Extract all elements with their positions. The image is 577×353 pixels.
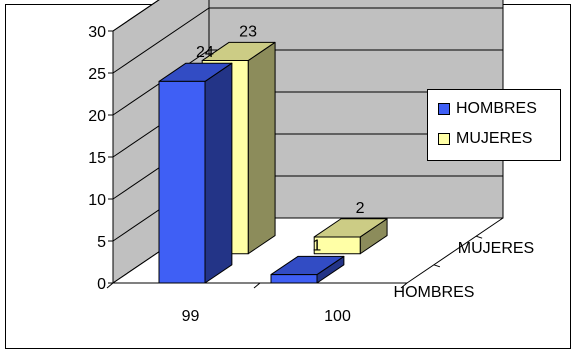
legend-item-mujeres: MUJERES [438,130,532,148]
legend-label-hombres: HOMBRES [456,100,537,117]
depth-label-mujeres: MUJERES [458,240,534,257]
bar-side-hombres-99 [204,62,233,284]
x-tick-2 [400,282,408,289]
y-tick-label-15: 15 [88,150,106,167]
x-tick-1 [253,282,261,289]
legend-label-mujeres: MUJERES [456,130,533,147]
bar-hombres-100 [270,274,318,284]
data-label-mujeres-100: 2 [356,200,365,217]
gridline-25 [112,7,503,74]
legend: HOMBRES MUJERES [427,89,561,161]
gridline-30 [112,0,160,32]
bar-hombres-99 [158,80,206,284]
y-tick-label-0: 0 [97,276,106,293]
data-label-hombres-100: 1 [312,237,321,254]
data-label-mujeres-99: 23 [239,23,257,40]
y-tick-label-25: 25 [88,66,106,83]
depth-tick-1 [433,264,441,268]
legend-item-hombres: HOMBRES [438,100,537,118]
y-tick-label-10: 10 [88,192,106,209]
legend-swatch-hombres [438,103,450,115]
x-tick-label-100: 100 [324,308,351,325]
depth-label-hombres: HOMBRES [394,284,475,301]
y-tick-label-20: 20 [88,108,106,125]
y-tick-label-30: 30 [88,24,106,41]
data-label-hombres-99: 24 [196,44,214,61]
gridline-20 [112,49,503,116]
depth-tick-0 [475,235,483,239]
x-tick-0 [106,282,114,289]
bar-side-mujeres-99 [247,41,276,255]
legend-swatch-mujeres [438,133,450,145]
x-tick-label-99: 99 [182,308,200,325]
y-tick-label-5: 5 [97,234,106,251]
bar-mujeres-100 [313,236,361,255]
